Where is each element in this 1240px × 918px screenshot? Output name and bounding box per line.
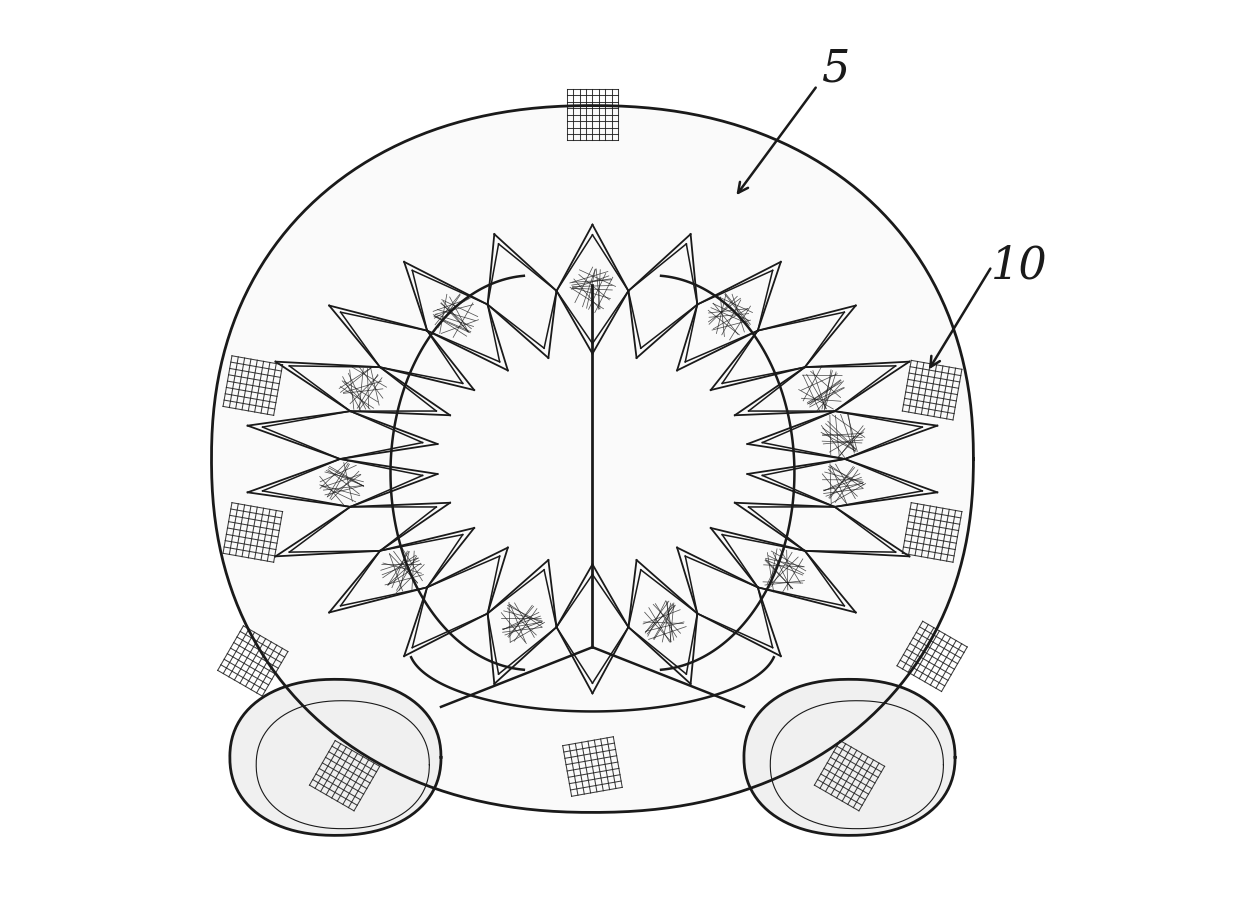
Text: 10: 10 <box>991 244 1048 288</box>
Polygon shape <box>212 106 973 812</box>
Polygon shape <box>229 679 441 835</box>
Text: 5: 5 <box>822 47 849 91</box>
Polygon shape <box>744 679 955 835</box>
